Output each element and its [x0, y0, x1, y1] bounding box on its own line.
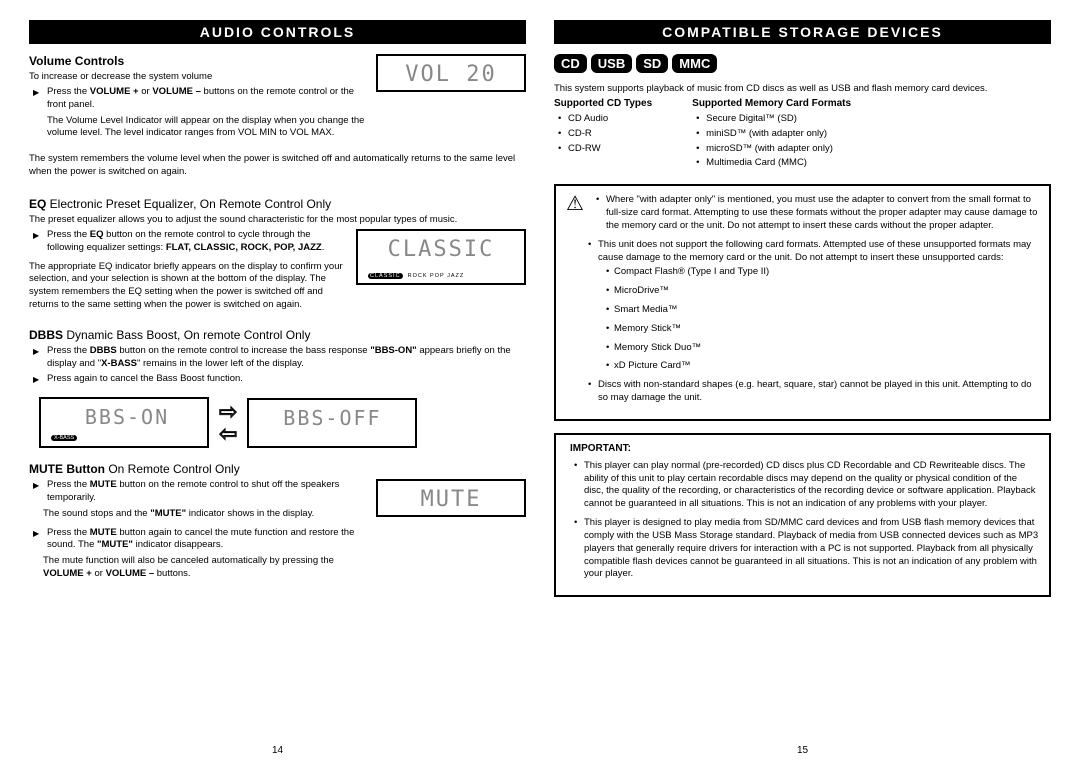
unsupported-format: Memory Stick™	[606, 323, 1039, 336]
badge-usb: USB	[591, 54, 632, 73]
dbbs-title: DBBS Dynamic Bass Boost, On remote Contr…	[29, 328, 526, 342]
display-bbs-on: BBS-ON X-BASS	[39, 397, 209, 448]
page-left: AUDIO CONTROLS Volume Controls To increa…	[15, 20, 540, 756]
mem-formats-heading: Supported Memory Card Formats	[692, 98, 851, 109]
volume-intro: To increase or decrease the system volum…	[29, 71, 366, 82]
mem-format: Secure Digital™ (SD)	[694, 113, 851, 126]
warn-adapter: Where "with adapter only" is mentioned, …	[594, 194, 1039, 232]
display-vol: VOL 20	[376, 54, 526, 92]
header-audio-controls: AUDIO CONTROLS	[29, 20, 526, 44]
unsupported-format: Compact Flash® (Type I and Type II)	[606, 266, 1039, 279]
warning-icon: ⚠	[566, 194, 584, 214]
header-compatible-storage: COMPATIBLE STORAGE DEVICES	[554, 20, 1051, 44]
storage-intro: This system supports playback of music f…	[554, 83, 1051, 94]
eq-title: EQ Electronic Preset Equalizer, On Remot…	[29, 197, 526, 211]
section-volume: Volume Controls To increase or decrease …	[29, 54, 526, 143]
warn-disc-shape: Discs with non-standard shapes (e.g. hea…	[586, 379, 1039, 405]
cd-type: CD-RW	[556, 143, 652, 156]
unsupported-format: xD Picture Card™	[606, 360, 1039, 373]
mem-format: Multimedia Card (MMC)	[694, 157, 851, 170]
warning-box: ⚠ Where "with adapter only" is mentioned…	[554, 184, 1051, 421]
important-box: IMPORTANT: This player can play normal (…	[554, 433, 1051, 597]
display-bbs-off: BBS-OFF	[247, 398, 417, 448]
display-mute-text: MUTE	[382, 489, 520, 511]
volume-memory-note: The system remembers the volume level wh…	[29, 153, 526, 179]
page-number-right: 15	[554, 735, 1051, 756]
toggle-arrows-icon: ⇨ ⇦	[219, 403, 237, 442]
display-eq-text: CLASSIC	[362, 239, 520, 261]
page-number-left: 14	[29, 735, 526, 756]
cd-type: CD Audio	[556, 113, 652, 126]
device-badges: CD USB SD MMC	[554, 54, 1051, 73]
dbbs-step1: Press the DBBS button on the remote cont…	[33, 345, 526, 371]
unsupported-format: MicroDrive™	[606, 285, 1039, 298]
mute-note2: The mute function will also be canceled …	[29, 555, 366, 581]
warn-unsupported: This unit does not support the following…	[586, 239, 1039, 374]
badge-cd: CD	[554, 54, 587, 73]
mute-title: MUTE Button On Remote Control Only	[29, 462, 526, 476]
eq-note: The appropriate EQ indicator briefly app…	[29, 261, 346, 312]
badge-mmc: MMC	[672, 54, 717, 73]
cd-types-heading: Supported CD Types	[554, 98, 652, 109]
mute-step1: Press the MUTE button on the remote cont…	[33, 479, 366, 505]
unsupported-format: Memory Stick Duo™	[606, 342, 1039, 355]
volume-step: Press the VOLUME + or VOLUME – buttons o…	[33, 86, 366, 140]
mute-note1: The sound stops and the "MUTE" indicator…	[29, 508, 366, 521]
bbs-displays: BBS-ON X-BASS ⇨ ⇦ BBS-OFF	[39, 397, 526, 448]
cd-type: CD-R	[556, 128, 652, 141]
badge-sd: SD	[636, 54, 668, 73]
eq-intro: The preset equalizer allows you to adjus…	[29, 214, 526, 225]
eq-step: Press the EQ button on the remote contro…	[33, 229, 346, 255]
mem-format: microSD™ (with adapter only)	[694, 143, 851, 156]
eq-strip: CLASSIC ROCK POP JAZZ	[362, 271, 520, 279]
unsupported-format: Smart Media™	[606, 304, 1039, 317]
display-vol-text: VOL 20	[382, 64, 520, 86]
display-eq: CLASSIC CLASSIC ROCK POP JAZZ	[356, 229, 526, 285]
mute-step2: Press the MUTE button again to cancel th…	[33, 527, 366, 553]
dbbs-step2: Press again to cancel the Bass Boost fun…	[33, 373, 526, 386]
display-mute: MUTE	[376, 479, 526, 517]
page-right: COMPATIBLE STORAGE DEVICES CD USB SD MMC…	[540, 20, 1065, 756]
important-note: This player is designed to play media fr…	[572, 517, 1039, 581]
important-heading: IMPORTANT:	[570, 443, 1039, 454]
volume-title: Volume Controls	[29, 54, 366, 68]
mem-format: miniSD™ (with adapter only)	[694, 128, 851, 141]
supported-columns: Supported CD Types CD Audio CD-R CD-RW S…	[554, 98, 1051, 172]
important-note: This player can play normal (pre-recorde…	[572, 460, 1039, 511]
xbass-badge: X-BASS	[51, 435, 77, 441]
